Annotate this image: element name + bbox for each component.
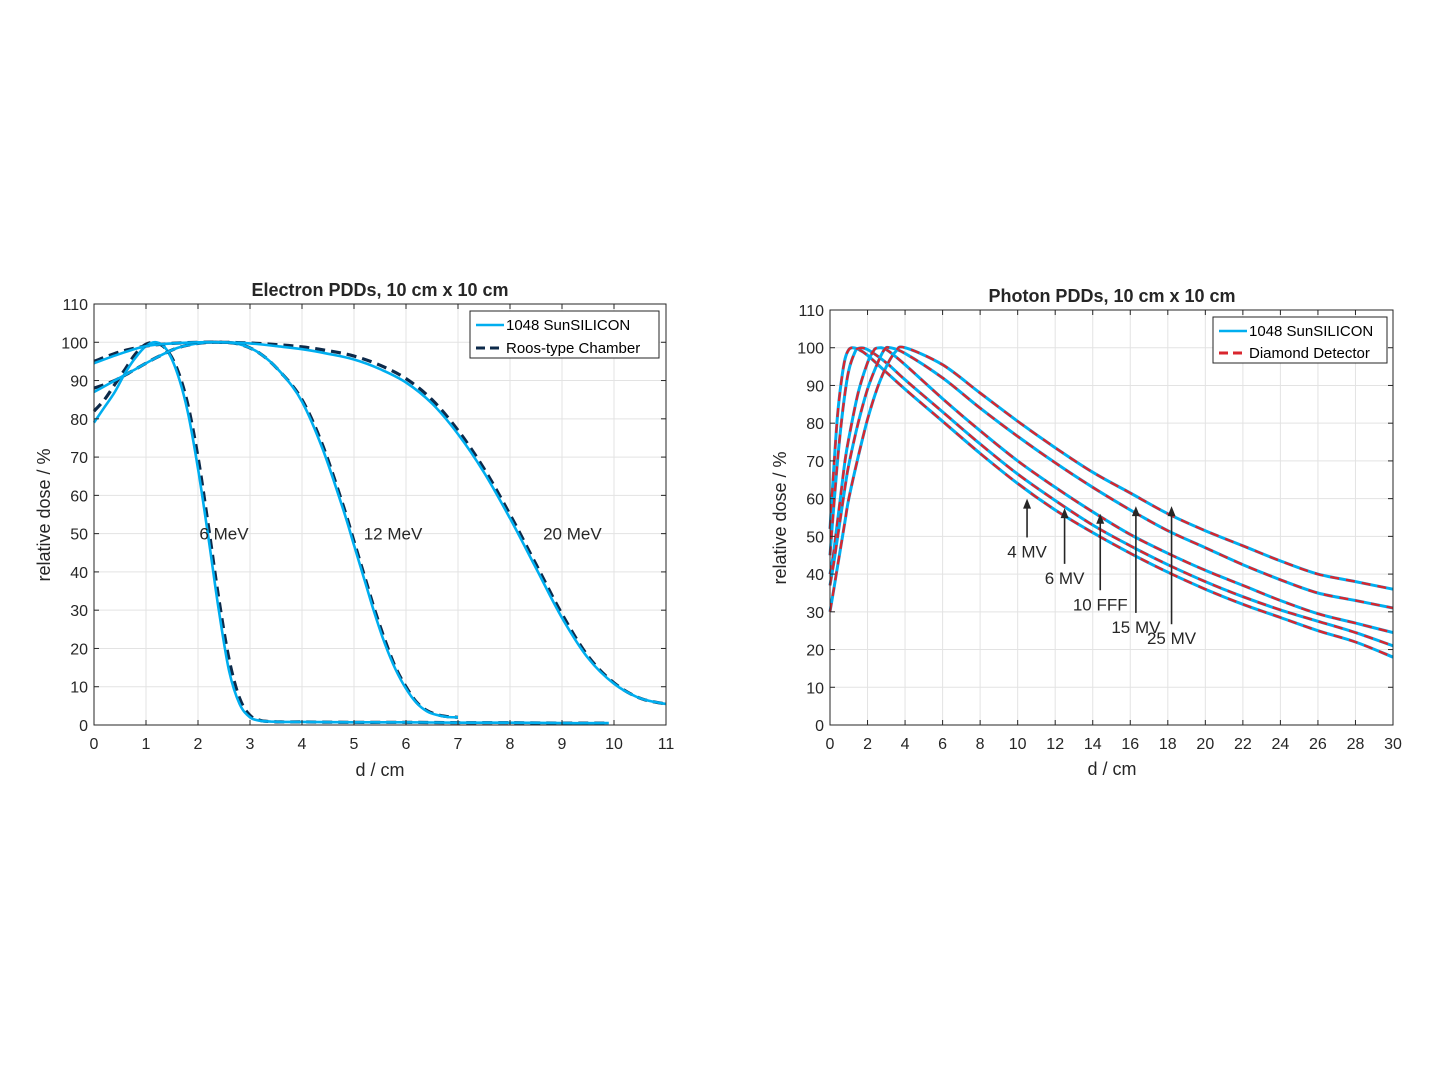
- y-tick-label: 70: [806, 454, 824, 471]
- x-tick-label: 26: [1309, 736, 1327, 753]
- photon-pdd-chart: Photon PDDs, 10 cm x 10 cm 0 2 4 6 8 10 12 14 16…: [770, 286, 1402, 779]
- series-line-6-mev-roos: [92, 340, 609, 725]
- x-tick-label: 7: [454, 736, 463, 753]
- legend: 1048 SunSILICON Diamond Detector: [1212, 316, 1388, 364]
- y-tick-label: 40: [70, 565, 88, 582]
- arrow-head-icon: [1167, 506, 1176, 517]
- series-line-25-mv-diamond: [828, 345, 1394, 612]
- y-tick-label: 50: [70, 527, 88, 544]
- x-tick-label: 22: [1234, 736, 1252, 753]
- legend-label: Roos-type Chamber: [506, 340, 640, 357]
- x-tick-label: 12: [1046, 736, 1064, 753]
- y-axis-label: relative dose / %: [770, 451, 790, 584]
- annotation-label: 25 MV: [1147, 629, 1197, 648]
- legend-label: Diamond Detector: [1249, 345, 1370, 362]
- y-tick-label: 0: [815, 718, 824, 735]
- y-tick-label: 60: [70, 488, 88, 505]
- y-tick-label: 30: [806, 605, 824, 622]
- x-tick-label: 11: [658, 736, 675, 753]
- x-tick-label: 6: [402, 736, 411, 753]
- annotation-label: 6 MV: [1045, 569, 1085, 588]
- annotation-label: 20 MeV: [543, 525, 602, 544]
- annotation-label: 6 MeV: [199, 525, 249, 544]
- y-tick-label: 110: [62, 297, 88, 314]
- y-tick-label: 80: [806, 416, 824, 433]
- x-axis-label: d / cm: [1087, 759, 1136, 779]
- y-axis-label: relative dose / %: [34, 448, 54, 581]
- annotation-label: 15 MV: [1111, 618, 1161, 637]
- x-tick-label: 9: [558, 736, 567, 753]
- y-tick-label: 0: [79, 718, 88, 735]
- x-tick-label: 3: [246, 736, 255, 753]
- y-tick-label: 100: [61, 335, 88, 352]
- y-tick-label: 90: [806, 378, 824, 395]
- x-tick-label: 10: [605, 736, 623, 753]
- x-tick-label: 14: [1084, 736, 1102, 753]
- annotation-label: 10 FFF: [1073, 595, 1128, 614]
- y-tick-label: 90: [70, 374, 88, 391]
- y-tick-label: 110: [798, 303, 824, 320]
- arrow-head-icon: [1096, 513, 1105, 524]
- annotation-label: 12 MeV: [364, 525, 423, 544]
- x-tick-label: 20: [1196, 736, 1214, 753]
- y-tick-label: 10: [806, 680, 824, 697]
- legend-label: 1048 SunSILICON: [506, 317, 630, 334]
- y-tick-label: 70: [70, 450, 88, 467]
- y-tick-label: 80: [70, 412, 88, 429]
- series-line-6-mv-diamond: [828, 346, 1394, 647]
- x-tick-label: 10: [1009, 736, 1027, 753]
- annotation-label: 4 MV: [1007, 542, 1047, 561]
- y-tick-label: 40: [806, 567, 824, 584]
- series-line-4-mv-diamond: [828, 346, 1394, 659]
- y-tick-label: 20: [70, 641, 88, 658]
- legend-box: [1212, 316, 1388, 364]
- series-line-6-mev-sunsilicon: [92, 340, 609, 725]
- arrow-head-icon: [1131, 506, 1140, 517]
- arrow-head-icon: [1060, 508, 1069, 519]
- legend-label: 1048 SunSILICON: [1249, 323, 1373, 340]
- legend-box: [469, 310, 660, 359]
- electron-pdd-chart: Electron PDDs, 10 cm x 10 cm 0 1 2 3 4 5 6 7 8 9 1…: [34, 280, 674, 780]
- x-tick-label: 8: [506, 736, 515, 753]
- x-tick-label: 4: [298, 736, 307, 753]
- x-axis-label: d / cm: [355, 760, 404, 780]
- chart-title: Photon PDDs, 10 cm x 10 cm: [988, 286, 1235, 306]
- y-tick-label: 50: [806, 529, 824, 546]
- plot-frame: [93, 303, 667, 726]
- x-tick-label: 2: [194, 736, 203, 753]
- x-tick-label: 30: [1384, 736, 1402, 753]
- y-tick-label: 60: [806, 492, 824, 509]
- arrow-head-icon: [1023, 498, 1032, 509]
- x-tick-label: 1: [142, 736, 151, 753]
- x-tick-label: 8: [976, 736, 985, 753]
- x-tick-label: 4: [901, 736, 910, 753]
- chart-title: Electron PDDs, 10 cm x 10 cm: [251, 280, 508, 300]
- y-tick-label: 10: [70, 680, 88, 697]
- y-tick-label: 30: [70, 603, 88, 620]
- x-tick-label: 2: [863, 736, 872, 753]
- y-tick-label: 20: [806, 643, 824, 660]
- x-tick-label: 0: [90, 736, 99, 753]
- series-line-10-fff-diamond: [828, 346, 1394, 634]
- x-tick-label: 5: [350, 736, 359, 753]
- x-tick-label: 0: [826, 736, 835, 753]
- series-line-20-mev-sunsilicon: [93, 340, 667, 706]
- y-tick-label: 100: [797, 341, 824, 358]
- plot-frame: [829, 309, 1394, 726]
- series-line-20-mev-roos: [93, 340, 667, 706]
- x-tick-label: 28: [1347, 736, 1365, 753]
- x-tick-label: 6: [938, 736, 947, 753]
- legend: 1048 SunSILICON Roos-type Chamber: [469, 310, 660, 359]
- x-tick-label: 24: [1272, 736, 1290, 753]
- x-tick-label: 18: [1159, 736, 1177, 753]
- x-tick-label: 16: [1121, 736, 1139, 753]
- series-line-15-mv-diamond: [828, 346, 1394, 610]
- series-line-12-mev-sunsilicon: [93, 340, 459, 719]
